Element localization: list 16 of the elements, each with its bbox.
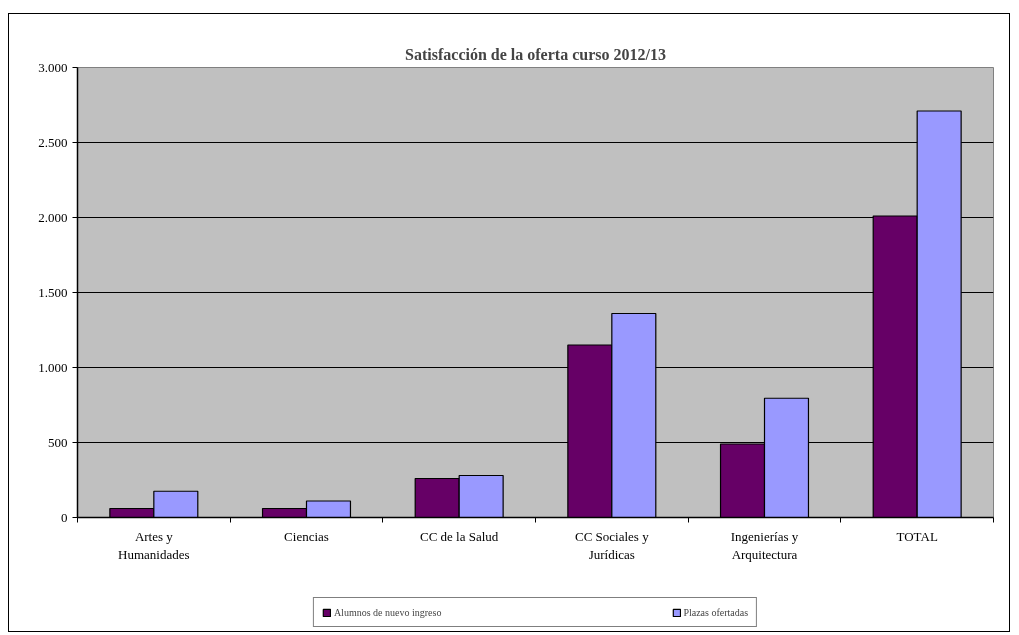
x-tick-label: TOTAL [896, 528, 938, 544]
chart-title: Satisfacción de la oferta curso 2012/13 [405, 45, 666, 63]
y-tick-label: 2.000 [38, 209, 68, 225]
x-tick-label: CC Sociales y Jurídicas [575, 528, 650, 562]
x-tick-label: CC de la Salud [419, 528, 499, 544]
y-tick-label: 2.500 [38, 134, 68, 150]
y-tick-label: 1.000 [38, 359, 68, 375]
y-tick-label: 0 [61, 509, 68, 525]
legend-label: Plazas ofertadas [683, 606, 749, 618]
y-tick-label: 500 [48, 434, 68, 450]
legend-label: Alumnos de nuevo ingreso [333, 606, 442, 618]
x-tick-label: Artes y Humanidades [118, 528, 190, 562]
y-tick-label: 1.500 [38, 284, 68, 300]
x-tick-label: Ciencias [284, 528, 329, 544]
y-tick-label: 3.000 [38, 59, 68, 75]
x-tick-label: Ingenierías y Arquitectura [730, 528, 799, 562]
